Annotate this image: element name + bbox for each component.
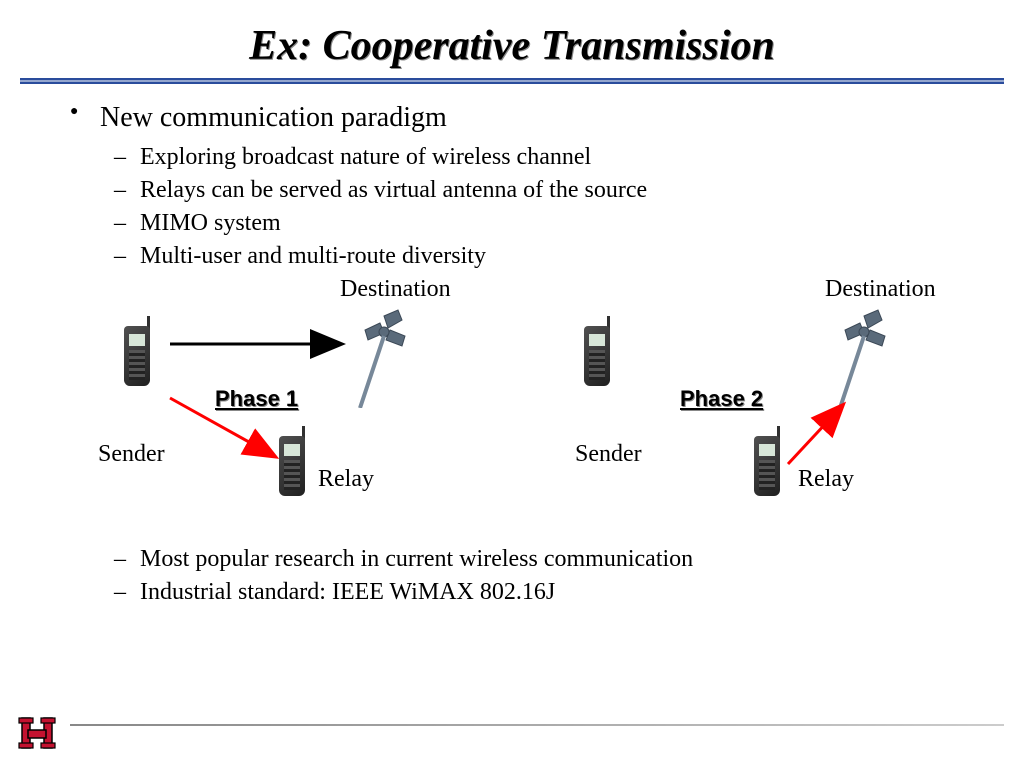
p2-antenna-icon bbox=[830, 308, 890, 408]
footer-divider bbox=[70, 724, 1004, 726]
p2-sender-label: Sender bbox=[575, 441, 642, 468]
p1-destination-label: Destination bbox=[340, 276, 451, 303]
bullet-l2-1: Exploring broadcast nature of wireless c… bbox=[140, 144, 964, 171]
p2-phase-label: Phase 2 bbox=[680, 386, 763, 412]
title-divider bbox=[20, 78, 1004, 84]
bullet-l2-4: Multi-user and multi-route diversity bbox=[140, 243, 964, 270]
p1-sender-label: Sender bbox=[98, 441, 165, 468]
p1-relay-label: Relay bbox=[318, 466, 374, 493]
bullet-l2-5: Most popular research in current wireles… bbox=[140, 546, 964, 573]
p1-antenna-icon bbox=[350, 308, 410, 408]
bullet-l2-2: Relays can be served as virtual antenna … bbox=[140, 177, 964, 204]
p2-relay-label: Relay bbox=[798, 466, 854, 493]
slide-content: New communication paradigm Exploring bro… bbox=[0, 102, 1024, 606]
p1-relay-phone-icon bbox=[275, 426, 309, 496]
bullet-l2-6: Industrial standard: IEEE WiMAX 802.16J bbox=[140, 579, 964, 606]
bullet-l2-3: MIMO system bbox=[140, 210, 964, 237]
p2-destination-label: Destination bbox=[825, 276, 936, 303]
cooperative-diagram: Destination Phase 1 Sender Relay bbox=[70, 276, 964, 546]
slide-title: Ex: Cooperative Transmission bbox=[0, 0, 1024, 78]
p1-sender-phone-icon bbox=[120, 316, 154, 386]
p2-relay-phone-icon bbox=[750, 426, 784, 496]
bullet-l1-1: New communication paradigm bbox=[100, 102, 964, 134]
p2-sender-phone-icon bbox=[580, 316, 614, 386]
uh-logo-icon bbox=[16, 712, 58, 754]
p1-phase-label: Phase 1 bbox=[215, 386, 298, 412]
